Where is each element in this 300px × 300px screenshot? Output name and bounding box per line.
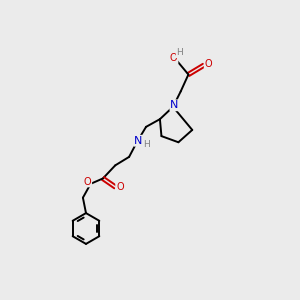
Text: O: O: [205, 59, 212, 70]
Text: H: H: [177, 48, 183, 57]
Text: N: N: [134, 136, 142, 146]
Text: O: O: [84, 176, 91, 187]
Text: O: O: [116, 182, 124, 192]
Text: N: N: [170, 100, 179, 110]
Text: O: O: [170, 53, 178, 63]
Text: H: H: [143, 140, 149, 149]
